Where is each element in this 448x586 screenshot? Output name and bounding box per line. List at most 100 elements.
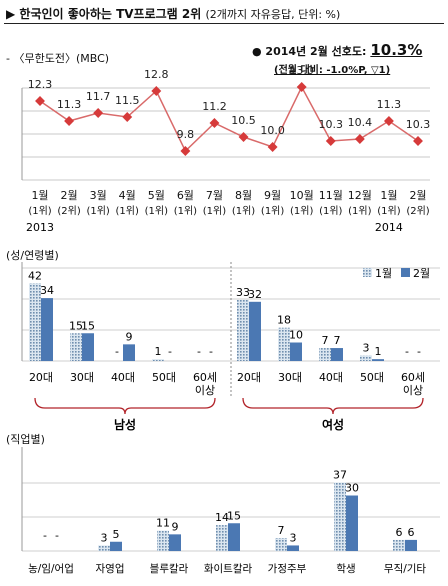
bar-jan (152, 359, 164, 361)
line-rank-label: (1위) (86, 204, 109, 217)
preference-summary: ● 2014년 2월 선호도: 10.3% (252, 41, 422, 59)
line-rank-label: (1위) (319, 204, 342, 217)
bar-value-label-jan: 11 (156, 517, 170, 530)
line-month-label: 3월 (90, 189, 107, 202)
bar-jan (216, 525, 228, 551)
line-data-label: 11.3 (377, 98, 402, 111)
bar-value-label-feb: - (168, 345, 172, 358)
bar-value-label-jan: 15 (69, 319, 83, 332)
bar-value-label-jan: 42 (28, 269, 42, 282)
series-label: - 〈무한도전〉(MBC) (6, 52, 110, 65)
bar-feb (405, 539, 417, 551)
bar-feb (110, 541, 122, 551)
bar-value-label-jan: - (405, 345, 409, 358)
bar-jan (98, 545, 110, 551)
bar-value-label-jan: 14 (215, 511, 229, 524)
bar-value-label-jan: 3 (101, 531, 108, 544)
bar-value-label-jan: 7 (278, 524, 285, 537)
bar-category-label: 20대 (237, 371, 261, 384)
bar-category-label: 학생 (336, 563, 355, 575)
line-month-label: 5월 (148, 189, 165, 202)
line-month-label: 10월 (290, 189, 314, 202)
group-brace (34, 397, 216, 415)
line-series (39, 85, 419, 153)
line-month-label: 8월 (235, 189, 252, 202)
bar-value-label-jan: - (115, 345, 119, 358)
line-rank-label: (1위) (145, 204, 168, 217)
line-data-label: 11.7 (86, 90, 111, 103)
preference-value: 10.3% (370, 41, 423, 59)
bar-category-label: 60세 (193, 371, 217, 384)
line-month-label: 9월 (264, 189, 281, 202)
title-divider (4, 23, 444, 24)
bar-category-label: 30대 (70, 371, 94, 384)
bar-value-label-jan: 33 (236, 286, 250, 299)
line-month-label: 7월 (206, 189, 223, 202)
line-rank-label: (1위) (28, 204, 51, 217)
section-gender-age-label: (성/연령별) (6, 249, 59, 262)
line-rank-label: (1위) (290, 204, 313, 217)
line-data-label: 9.8 (177, 128, 195, 141)
bar-category-label: 이상 (195, 384, 215, 397)
bar-feb (372, 359, 384, 361)
legend-label-feb: 2월 (413, 267, 430, 280)
line-rank-label: (2위) (406, 204, 429, 217)
line-point (238, 132, 249, 142)
bar-value-label-feb: - (209, 345, 213, 358)
legend-label-jan: 1월 (375, 267, 392, 280)
legend-swatch-feb (401, 268, 410, 277)
bar-category-label: 이상 (403, 384, 423, 397)
bar-group-label: 남성 (114, 417, 136, 432)
bar-category-label: 자영업 (96, 562, 125, 575)
line-month-label: 1월 (31, 189, 48, 202)
line-data-label: 10.5 (231, 114, 256, 127)
bar-value-label-feb: 10 (289, 329, 303, 342)
bar-feb (169, 534, 181, 551)
bar-category-label: 50대 (360, 371, 384, 384)
bar-category-label: 화이트칼라 (204, 562, 253, 575)
title-main: ▶ 한국인이 좋아하는 TV프로그램 2위 (6, 7, 202, 21)
line-data-label: 10.0 (260, 124, 285, 137)
bar-feb (249, 301, 261, 361)
bar-value-label-jan: - (197, 345, 201, 358)
bar-category-label: 50대 (152, 371, 176, 384)
line-rank-label: (1위) (203, 204, 226, 217)
bar-jan (393, 539, 405, 551)
bar-jan (157, 530, 169, 551)
bar-jan (360, 355, 372, 361)
bar-category-label: 60세 (401, 371, 425, 384)
line-rank-label: (1위) (116, 204, 139, 217)
group-brace (242, 397, 424, 415)
line-data-label: 10.3 (406, 118, 431, 131)
line-rank-label: (1위) (261, 204, 284, 217)
bar-feb (228, 523, 240, 551)
bar-value-label-jan: 37 (333, 469, 347, 482)
bar-value-label-feb: 9 (172, 520, 179, 533)
line-data-label: 13.0 (289, 64, 314, 77)
bar-jan (319, 348, 331, 361)
bar-value-label-feb: 1 (375, 345, 382, 358)
line-month-label: 2월 (61, 189, 78, 202)
line-data-label: 11.5 (115, 94, 140, 107)
bar-category-label: 무직/기타 (384, 563, 427, 575)
bar-feb (290, 342, 302, 361)
line-data-label: 11.2 (202, 100, 227, 113)
line-month-label: 4월 (119, 189, 136, 202)
bar-jan (334, 482, 346, 551)
line-point (354, 134, 365, 144)
bar-feb (123, 344, 135, 361)
bar-value-label-feb: 6 (408, 526, 415, 539)
bar-category-label: 30대 (278, 371, 302, 384)
line-rank-label: (1위) (174, 204, 197, 217)
line-data-label: 12.8 (144, 68, 169, 81)
line-data-label: 10.3 (319, 118, 344, 131)
line-point (325, 136, 336, 146)
bar-category-label: 40대 (319, 371, 343, 384)
bar-value-label-feb: 15 (81, 319, 95, 332)
title-subtitle: (2개까지 자유응답, 단위: %) (205, 8, 341, 21)
line-rank-label: (1위) (348, 204, 371, 217)
bar-category-label: 20대 (29, 371, 53, 384)
line-month-label: 12월 (348, 189, 372, 202)
bar-value-label-feb: 30 (345, 482, 359, 495)
